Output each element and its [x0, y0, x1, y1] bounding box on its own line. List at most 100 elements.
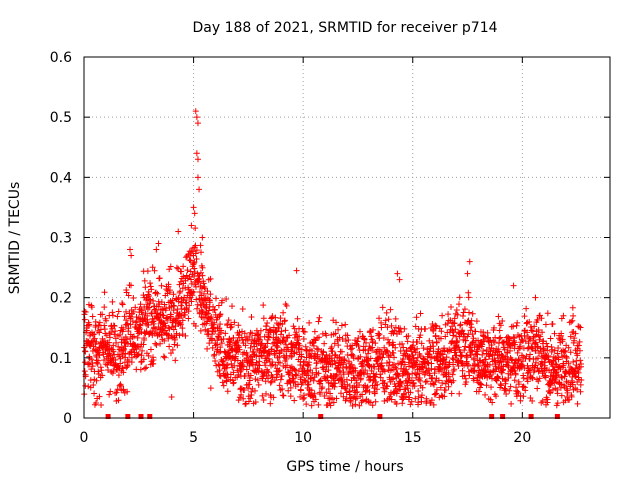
data-point: [116, 331, 123, 338]
data-point: [538, 315, 545, 322]
data-point: [455, 344, 462, 351]
data-point: [82, 382, 89, 389]
data-point: [199, 264, 206, 271]
data-point: [285, 387, 292, 394]
data-point: [220, 336, 227, 343]
data-point: [257, 327, 264, 334]
data-point: [391, 361, 398, 368]
data-point: [329, 394, 336, 401]
data-point: [347, 346, 354, 353]
data-point: [527, 394, 534, 401]
data-point: [510, 323, 517, 330]
data-point: [266, 350, 273, 357]
data-point: [288, 353, 295, 360]
data-point: [320, 348, 327, 355]
data-point: [197, 327, 204, 334]
data-point: [294, 337, 301, 344]
data-point: [265, 369, 272, 376]
data-point: [515, 381, 522, 388]
data-point: [280, 392, 287, 399]
data-point: [178, 268, 185, 275]
data-point: [554, 350, 561, 357]
data-point: [291, 397, 298, 404]
data-point: [541, 362, 548, 369]
data-point: [469, 331, 476, 338]
data-point: [311, 328, 318, 335]
gap-marker: [138, 414, 144, 419]
data-point: [276, 359, 283, 366]
data-point: [296, 333, 303, 340]
data-points: [81, 108, 585, 409]
data-point: [330, 399, 337, 406]
data-point: [82, 348, 89, 355]
data-point: [241, 387, 248, 394]
data-point: [315, 318, 322, 325]
data-point: [187, 276, 194, 283]
data-point: [454, 311, 461, 318]
data-point: [494, 373, 501, 380]
data-point: [128, 359, 135, 366]
data-point: [171, 302, 178, 309]
data-point: [455, 363, 462, 370]
data-point: [349, 342, 356, 349]
data-point: [173, 330, 180, 337]
gap-markers: [105, 414, 560, 419]
data-point: [215, 349, 222, 356]
data-point: [109, 312, 116, 319]
data-point: [521, 313, 528, 320]
data-point: [470, 367, 477, 374]
data-point: [105, 366, 112, 373]
x-tick-label: 20: [513, 430, 531, 446]
data-point: [404, 385, 411, 392]
data-point: [179, 317, 186, 324]
data-point: [380, 384, 387, 391]
gap-marker: [105, 414, 111, 419]
data-point: [549, 346, 556, 353]
data-point: [235, 397, 242, 404]
y-tick-label: 0.2: [50, 291, 72, 307]
data-point: [229, 303, 236, 310]
data-point: [96, 352, 103, 359]
data-point: [317, 377, 324, 384]
data-point: [299, 325, 306, 332]
data-point: [199, 272, 206, 279]
data-point: [540, 346, 547, 353]
data-point: [111, 331, 118, 338]
data-point: [377, 371, 384, 378]
data-point: [558, 392, 565, 399]
data-point: [496, 327, 503, 334]
data-point: [197, 242, 204, 249]
data-point: [384, 324, 391, 331]
data-point: [482, 391, 489, 398]
data-point: [199, 234, 206, 241]
data-point: [381, 344, 388, 351]
data-point: [276, 349, 283, 356]
data-point: [193, 114, 200, 121]
data-point: [336, 334, 343, 341]
data-point: [148, 286, 155, 293]
data-point: [267, 379, 274, 386]
data-point: [212, 357, 219, 364]
data-point: [313, 345, 320, 352]
data-point: [395, 373, 402, 380]
data-point: [438, 392, 445, 399]
data-point: [433, 339, 440, 346]
data-point: [364, 370, 371, 377]
data-point: [338, 374, 345, 381]
data-point: [273, 328, 280, 335]
data-point: [144, 268, 151, 275]
data-point: [100, 351, 107, 358]
data-point: [85, 360, 92, 367]
data-point: [223, 364, 230, 371]
data-point: [445, 373, 452, 380]
data-point: [300, 362, 307, 369]
data-point: [405, 371, 412, 378]
data-point: [457, 322, 464, 329]
data-point: [308, 402, 315, 409]
data-point: [365, 356, 372, 363]
data-point: [95, 370, 102, 377]
data-point: [245, 398, 252, 405]
data-point: [81, 316, 88, 323]
data-point: [447, 304, 454, 311]
data-point: [127, 315, 134, 322]
